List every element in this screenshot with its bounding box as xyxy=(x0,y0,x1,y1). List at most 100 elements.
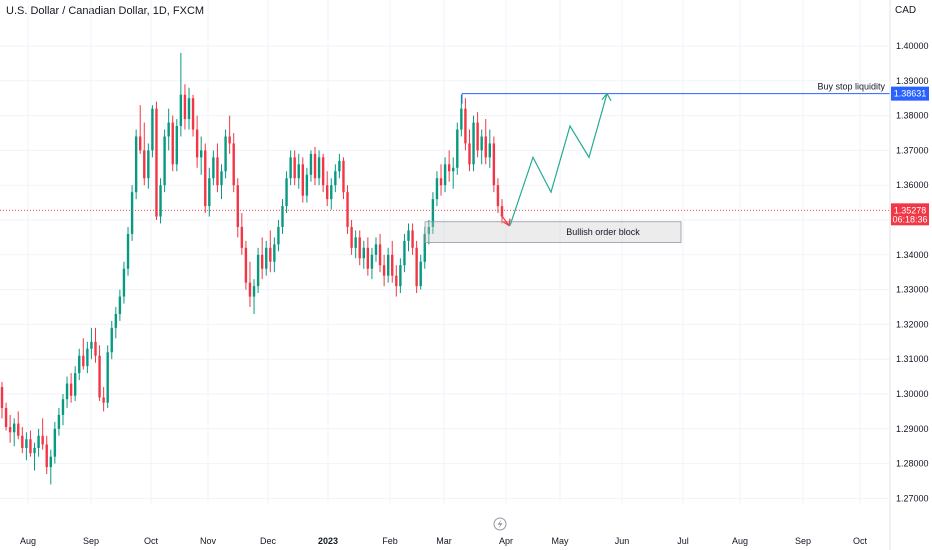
candle-body xyxy=(244,247,248,283)
candle-body xyxy=(216,157,219,186)
candle-body xyxy=(484,136,487,158)
x-tick-label: Dec xyxy=(260,536,277,546)
buy-stop-price-tag-text: 1.38631 xyxy=(894,89,927,99)
x-tick-label: Oct xyxy=(144,536,159,546)
candle-body xyxy=(179,94,183,127)
candle-body xyxy=(358,237,361,259)
candle xyxy=(151,105,154,158)
candle xyxy=(163,129,166,193)
candle-body xyxy=(411,230,414,248)
candle-body xyxy=(183,94,187,120)
candle xyxy=(293,150,296,186)
candle-body xyxy=(293,157,296,179)
candle xyxy=(118,289,122,321)
candle xyxy=(301,157,305,203)
candle-body xyxy=(232,143,235,186)
y-tick-label: 1.30000 xyxy=(896,389,929,399)
candle-body xyxy=(488,143,492,158)
candle-body xyxy=(326,185,329,200)
candle xyxy=(159,178,162,224)
candle xyxy=(350,220,353,255)
candle xyxy=(447,150,451,182)
candle-body xyxy=(415,247,418,287)
time-axis[interactable]: Aug Sep Oct Nov Dec 2023 Feb Mar Apr May Jun Jul Aug… xyxy=(20,536,868,546)
candle xyxy=(342,157,345,200)
candle xyxy=(415,240,418,294)
x-tick-label: Sep xyxy=(83,536,99,546)
candle xyxy=(134,129,138,200)
candle-body xyxy=(21,435,24,448)
candle xyxy=(147,143,150,189)
candle-body xyxy=(228,136,231,144)
candle xyxy=(460,94,463,137)
candle xyxy=(362,240,365,269)
candle xyxy=(346,185,349,234)
down-move-line xyxy=(500,214,510,226)
candle-body xyxy=(204,150,207,207)
candle xyxy=(53,421,57,464)
candle xyxy=(248,261,252,307)
price-axis[interactable]: 1.400001.390001.380001.370001.360001.350… xyxy=(889,0,929,550)
candle-body xyxy=(191,98,195,130)
candle-body xyxy=(130,192,134,234)
candle-body xyxy=(273,244,276,262)
candle xyxy=(179,52,183,137)
candle-body xyxy=(366,247,370,269)
candle xyxy=(25,432,28,461)
candle-body xyxy=(281,206,284,227)
candle xyxy=(374,237,378,262)
candle xyxy=(45,435,48,475)
candle-body xyxy=(57,414,61,429)
candle xyxy=(8,414,12,443)
y-tick-label: 1.27000 xyxy=(896,493,929,503)
order-block-label: Bullish order block xyxy=(566,227,640,237)
candle-body xyxy=(309,153,313,175)
candle-body xyxy=(260,254,264,269)
y-tick-label: 1.33000 xyxy=(896,285,929,295)
candle xyxy=(468,129,471,172)
candle-body xyxy=(256,254,260,287)
candle-body xyxy=(439,178,443,186)
candle xyxy=(281,199,284,234)
y-tick-label: 1.34000 xyxy=(896,250,929,260)
candlestick-series xyxy=(0,52,504,485)
candle xyxy=(419,254,422,290)
candle xyxy=(431,192,435,234)
y-tick-label: 1.32000 xyxy=(896,319,929,329)
candle-body xyxy=(118,296,122,314)
candle xyxy=(110,320,113,360)
candle-body xyxy=(391,254,394,276)
candle-body xyxy=(187,98,191,120)
candle xyxy=(382,254,386,287)
candle xyxy=(399,258,402,294)
candle-body xyxy=(220,171,223,186)
candle xyxy=(33,442,36,471)
candle-body xyxy=(151,108,154,151)
candle xyxy=(411,223,414,255)
candle xyxy=(472,115,475,172)
candle xyxy=(204,143,207,214)
candle-body xyxy=(468,143,471,165)
candle-body xyxy=(313,153,317,179)
x-tick-label: Feb xyxy=(382,536,398,546)
candle-body xyxy=(167,122,170,137)
candle xyxy=(338,153,341,179)
candle xyxy=(17,411,20,440)
candle xyxy=(4,402,8,431)
candle-body xyxy=(338,160,341,172)
candle xyxy=(78,348,81,381)
candle xyxy=(407,223,410,252)
candle xyxy=(330,178,333,210)
candle xyxy=(167,108,170,151)
candle xyxy=(175,119,178,172)
candle xyxy=(94,327,97,363)
candle-body xyxy=(147,150,150,179)
lightning-icon[interactable] xyxy=(493,517,507,531)
candle xyxy=(354,230,357,259)
candle-body xyxy=(78,355,81,374)
candle-body xyxy=(114,313,118,328)
candle xyxy=(69,373,73,403)
candle-body xyxy=(443,164,447,186)
candle xyxy=(395,265,398,297)
